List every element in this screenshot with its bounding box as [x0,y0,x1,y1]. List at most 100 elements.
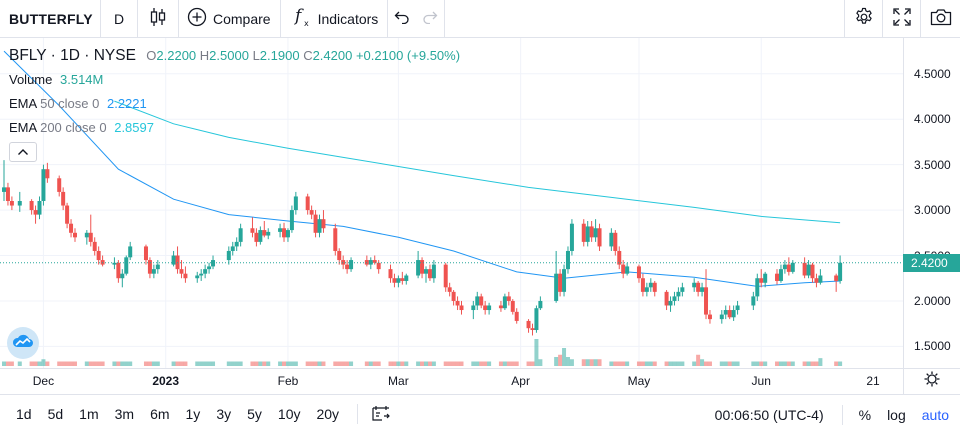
candle-down [514,308,519,324]
undo-button[interactable] [388,0,416,38]
volume-bar [498,361,503,366]
compare-label: Compare [213,10,271,27]
range-button-10y[interactable]: 10y [277,406,301,422]
candle-down [309,205,314,220]
candle-down [810,262,815,283]
range-button-1d[interactable]: 1d [16,406,32,422]
candle-body [293,196,298,211]
candle-body [230,246,235,251]
candle-up [692,278,697,292]
ema200-params: 200 close 0 [40,120,107,135]
legend-ticker[interactable]: BFLY [9,47,47,64]
candle-down [443,262,448,292]
candle-body [333,228,338,251]
snapshot-button[interactable] [920,0,960,38]
candle-body [534,308,539,331]
auto-toggle[interactable]: auto [921,406,949,423]
range-button-5y[interactable]: 5y [247,406,262,422]
candle-body [818,275,823,283]
range-button-3y[interactable]: 3y [216,406,232,422]
candle-body [617,250,622,265]
candle-body [112,262,117,265]
volume-bar [727,361,732,366]
volume-bar [755,361,760,366]
candle-down [834,273,839,292]
price-tick-label: 3.0000 [914,203,951,218]
candle-down [636,264,641,283]
fullscreen-button[interactable] [882,0,920,38]
price-chart[interactable] [0,38,903,368]
volume-bar [230,361,235,366]
chart-style-button[interactable] [138,0,178,38]
settings-button[interactable] [844,0,882,38]
candle-up [266,228,271,240]
volume-bar [341,361,346,366]
candle-body [838,262,843,281]
candle-body [207,266,212,270]
log-toggle[interactable]: log [887,406,906,423]
interval-button[interactable]: D [113,10,125,27]
range-button-1y[interactable]: 1y [185,406,201,422]
volume-bar [266,361,271,366]
date-range-button[interactable] [368,405,394,424]
close-label: C [303,48,313,63]
open-value: 2.2200 [156,48,197,63]
candle-down [250,217,255,238]
range-button-1m[interactable]: 1m [79,406,99,422]
candle-body [234,241,239,247]
undo-icon [394,10,410,27]
volume-bar [838,361,843,366]
top-toolbar: BUTTERFLY D Compare f x [0,0,960,38]
candle-down [581,219,586,247]
range-button-3m[interactable]: 3m [114,406,135,422]
range-button-20y[interactable]: 20y [316,406,340,422]
redo-button[interactable] [416,0,444,38]
candle-up [471,300,476,320]
candle-up [487,302,492,315]
price-tick-label: 2.0000 [914,293,951,308]
time-scale-settings-button[interactable] [903,368,960,394]
indicators-label: Indicators [317,10,379,27]
range-button-5d[interactable]: 5d [47,406,64,422]
volume-bar [775,361,780,366]
chart-grid [0,38,903,368]
high-label: H [199,48,210,63]
candle-body [17,201,22,206]
price-scale[interactable]: 4.50004.00003.50003.00002.50002.00001.50… [903,38,960,368]
timezone-clock[interactable]: 00:06:50 (UTC-4) [714,406,824,423]
candle-up [751,291,756,311]
volume-bar [33,361,38,366]
candle-body [727,310,732,318]
logo-badge[interactable] [7,327,39,359]
candle-body [57,178,62,192]
symbol-search-button[interactable]: BUTTERFLY [9,10,93,27]
candle-body [147,260,152,274]
gear-icon [854,7,874,32]
ema200-legend[interactable]: EMA 200 close 0 2.8597 [9,120,154,135]
indicators-button[interactable]: f x Indicators [281,0,388,38]
volume-bar [510,361,515,366]
percent-toggle[interactable]: % [858,406,872,423]
candle-down [530,323,535,336]
ema50-legend[interactable]: EMA 50 close 0 2.2221 [9,96,147,111]
volume-legend[interactable]: Volume 3.514M [9,72,103,87]
time-scale[interactable]: Dec 2023 Feb Mar Apr May Jun 21 [0,368,903,394]
volume-bar [562,348,567,366]
candle-body [424,269,428,274]
candle-down [57,175,62,197]
time-tick-label: Feb [277,374,299,388]
candle-body [640,278,645,292]
candle-body [530,328,535,331]
collapse-legend-button[interactable] [9,142,37,162]
candle-body [538,300,543,309]
volume-bar [558,354,563,366]
candle-down [337,248,342,265]
candle-down [175,246,180,274]
candle-down [69,219,74,238]
volume-bar [45,361,50,366]
candle-body [203,269,208,274]
volume-bar [502,361,507,366]
compare-button[interactable]: Compare [179,0,280,38]
candle-down [5,182,10,206]
range-button-6m[interactable]: 6m [150,406,170,422]
